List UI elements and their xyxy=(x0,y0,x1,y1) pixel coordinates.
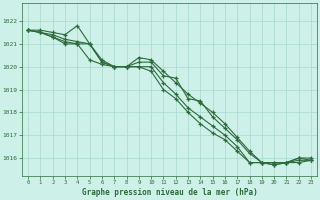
X-axis label: Graphe pression niveau de la mer (hPa): Graphe pression niveau de la mer (hPa) xyxy=(82,188,258,197)
